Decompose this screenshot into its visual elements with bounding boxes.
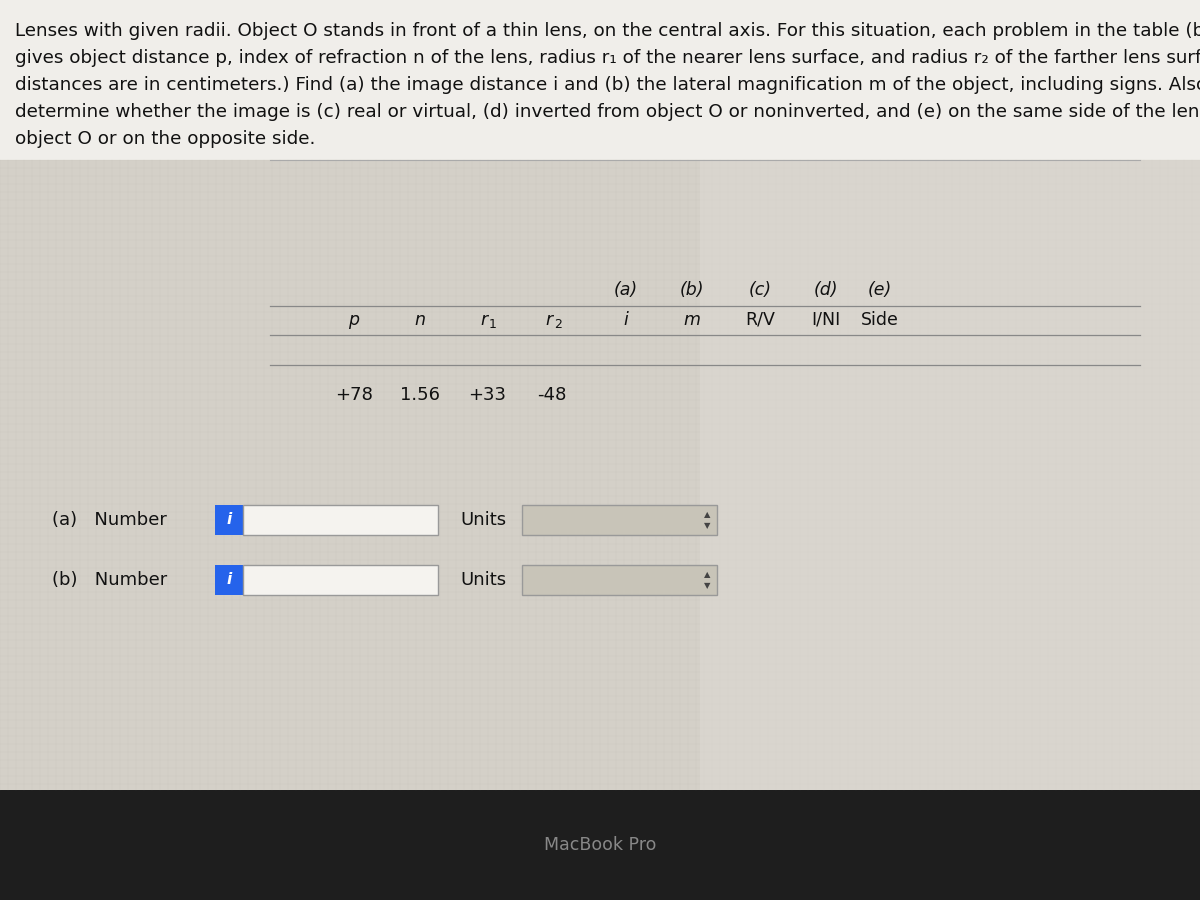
Bar bbox=[0, 790, 1200, 900]
Text: (a)   Number: (a) Number bbox=[52, 511, 167, 529]
Text: ▲
▼: ▲ ▼ bbox=[703, 571, 710, 590]
Text: R/V: R/V bbox=[745, 311, 775, 329]
Text: (b)   Number: (b) Number bbox=[52, 571, 167, 589]
Text: i: i bbox=[227, 512, 232, 527]
Text: 1: 1 bbox=[490, 318, 497, 330]
Text: (a): (a) bbox=[614, 281, 638, 299]
Text: 1.56: 1.56 bbox=[400, 386, 440, 404]
Bar bbox=[0, 0, 1200, 160]
Text: distances are in centimeters.) Find (a) the image distance i and (b) the lateral: distances are in centimeters.) Find (a) … bbox=[14, 76, 1200, 94]
Text: m: m bbox=[684, 311, 701, 329]
Text: -48: -48 bbox=[538, 386, 566, 404]
Bar bbox=[522, 505, 718, 535]
Bar bbox=[700, 160, 1200, 790]
Text: gives object distance p, index of refraction n of the lens, radius r₁ of the nea: gives object distance p, index of refrac… bbox=[14, 49, 1200, 67]
Text: r: r bbox=[480, 311, 487, 329]
Text: n: n bbox=[414, 311, 426, 329]
Text: object O or on the opposite side.: object O or on the opposite side. bbox=[14, 130, 316, 148]
Text: Lenses with given radii. Object O stands in front of a thin lens, on the central: Lenses with given radii. Object O stands… bbox=[14, 22, 1200, 40]
Bar bbox=[242, 505, 438, 535]
Bar bbox=[242, 565, 438, 595]
Text: +78: +78 bbox=[335, 386, 373, 404]
Text: Units: Units bbox=[460, 571, 506, 589]
Text: I/NI: I/NI bbox=[811, 311, 841, 329]
Text: 2: 2 bbox=[554, 318, 562, 330]
Text: (b): (b) bbox=[679, 281, 704, 299]
Bar bbox=[215, 565, 242, 595]
Bar bbox=[215, 505, 242, 535]
Text: (c): (c) bbox=[749, 281, 772, 299]
Text: Units: Units bbox=[460, 511, 506, 529]
Text: ▲
▼: ▲ ▼ bbox=[703, 510, 710, 530]
Text: r: r bbox=[546, 311, 552, 329]
Bar bbox=[522, 565, 718, 595]
Bar bbox=[0, 160, 1200, 790]
Text: (d): (d) bbox=[814, 281, 839, 299]
Text: +33: +33 bbox=[468, 386, 506, 404]
Text: (e): (e) bbox=[868, 281, 892, 299]
Text: Side: Side bbox=[862, 311, 899, 329]
Text: MacBook Pro: MacBook Pro bbox=[544, 836, 656, 854]
Text: i: i bbox=[624, 311, 629, 329]
Text: determine whether the image is (c) real or virtual, (d) inverted from object O o: determine whether the image is (c) real … bbox=[14, 103, 1200, 121]
Text: p: p bbox=[348, 311, 360, 329]
Text: i: i bbox=[227, 572, 232, 588]
